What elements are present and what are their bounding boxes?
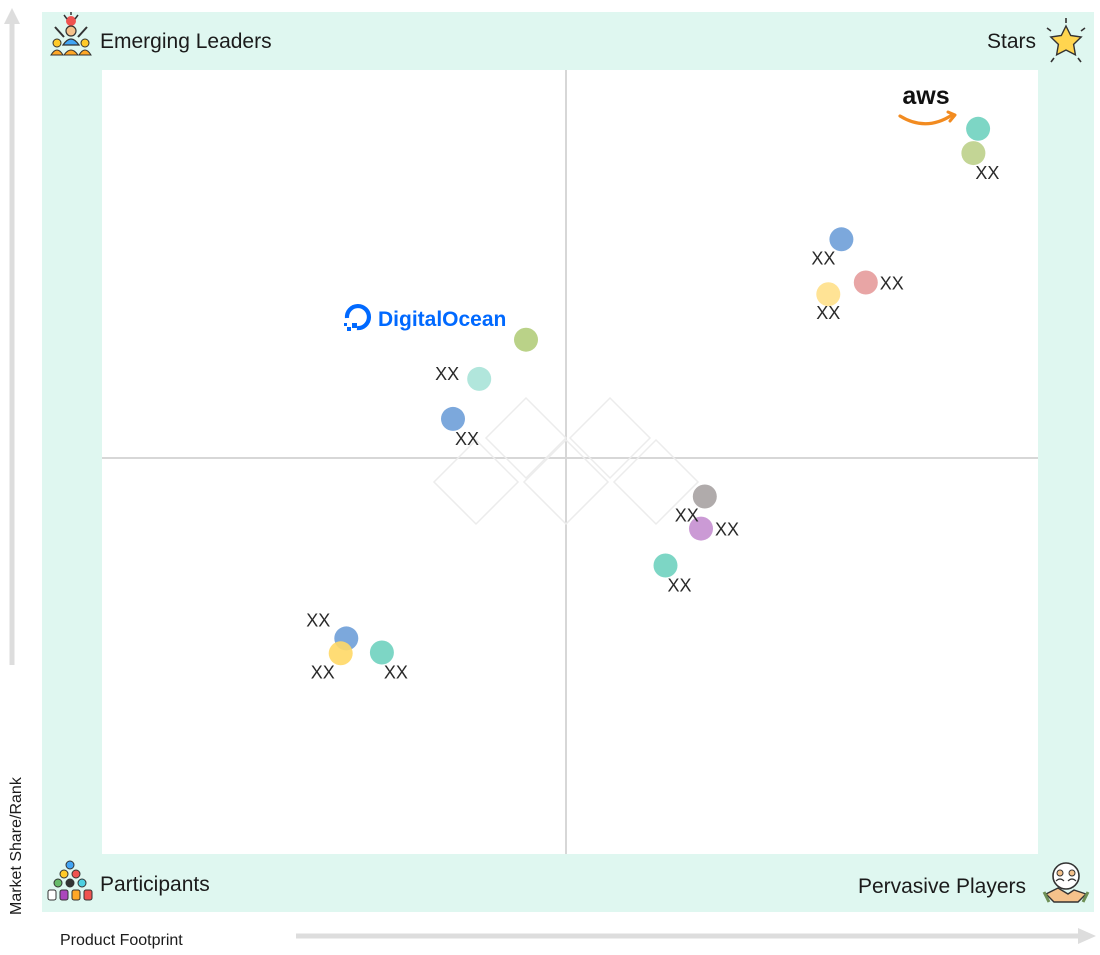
data-point-10 (653, 553, 678, 578)
data-point-3 (853, 270, 878, 295)
data-label-4: XX (816, 303, 840, 323)
aws-arrow-icon (946, 110, 957, 123)
data-label-8: XX (675, 506, 699, 526)
x-axis-label: Product Footprint (60, 932, 183, 949)
x-axis-arrow (296, 928, 1096, 944)
data-label-1: XX (975, 163, 999, 183)
quadrant-label-stars: Stars (987, 30, 1036, 53)
participants-icon (47, 860, 93, 901)
data-point-12 (328, 641, 353, 666)
y-axis-arrow (4, 8, 20, 665)
quadrant-label-emerging-leaders: Emerging Leaders (100, 30, 272, 53)
data-label-12: XX (311, 662, 335, 682)
data-point-7 (441, 406, 465, 431)
digitalocean-logo: DigitalOcean (344, 303, 506, 331)
data-label-13: XX (384, 663, 408, 683)
star-icon (1046, 18, 1086, 63)
data-point-13 (369, 640, 394, 665)
data-point-0 (966, 116, 991, 141)
points-layer (328, 116, 991, 666)
digitalocean-logo-text: DigitalOcean (378, 308, 506, 331)
aws-smile-icon (898, 113, 954, 126)
quadrant-label-pervasive-players: Pervasive Players (858, 875, 1026, 898)
plot-area (102, 70, 1038, 854)
data-label-6: XX (435, 364, 459, 384)
data-point-1 (961, 141, 986, 166)
leader-icon (50, 12, 92, 56)
data-label-10: XX (667, 576, 691, 596)
data-label-7: XX (455, 429, 479, 449)
data-point-9 (689, 516, 713, 541)
quadrant-label-participants: Participants (100, 873, 210, 896)
data-label-11: XX (306, 610, 330, 630)
data-label-3: XX (880, 274, 904, 294)
y-axis-label: Market Share/Rank (8, 776, 25, 915)
handshake-icon (1042, 862, 1090, 903)
diamond-watermark (432, 396, 700, 526)
labels-layer: XX XX XX XX XX XX XX XX XX XX XX XX (306, 163, 999, 682)
data-point-5 (514, 327, 538, 352)
data-point-8 (692, 484, 717, 509)
data-point-6 (467, 366, 492, 391)
aws-logo: aws (898, 82, 957, 126)
data-point-2 (829, 227, 854, 252)
digitalocean-mark-icon (344, 303, 372, 331)
data-label-2: XX (811, 248, 835, 268)
data-point-4 (816, 282, 841, 307)
data-label-9: XX (715, 520, 739, 540)
aws-logo-text: aws (902, 82, 949, 110)
